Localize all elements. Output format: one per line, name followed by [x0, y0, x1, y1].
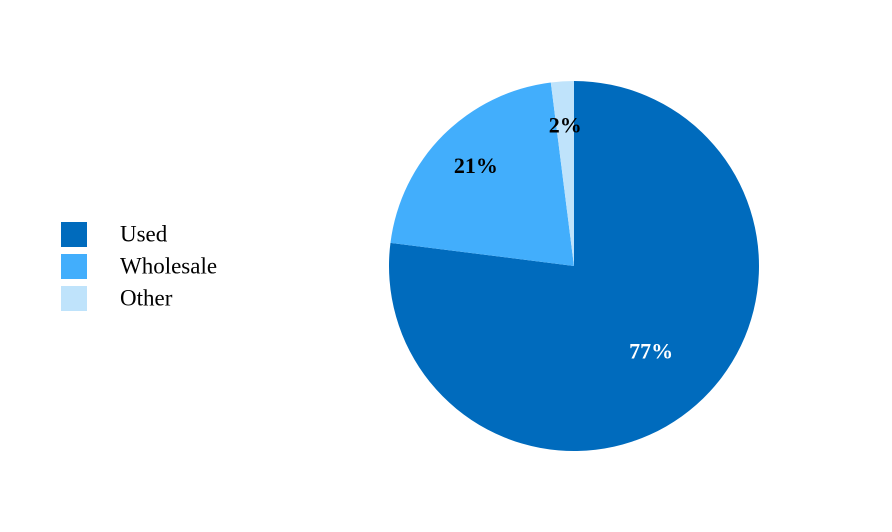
value-label: 21%: [454, 153, 498, 178]
value-label: 2%: [549, 113, 582, 138]
pie-slice: [390, 82, 574, 267]
legend-label: Wholesale: [120, 253, 217, 278]
legend-swatch: [61, 222, 87, 247]
legend-swatch: [61, 254, 87, 279]
legend-label: Other: [120, 285, 173, 310]
value-label: 77%: [629, 338, 673, 363]
legend-label: Used: [120, 221, 168, 246]
legend-swatch: [61, 286, 87, 311]
pie-slice: [550, 81, 574, 266]
